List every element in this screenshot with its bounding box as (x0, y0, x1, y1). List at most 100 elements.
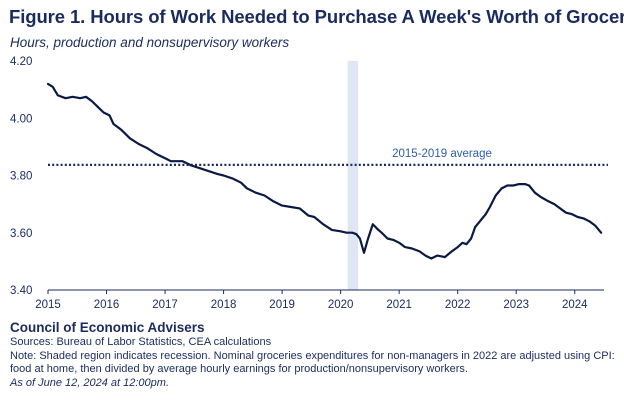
data-point (52, 86, 54, 88)
x-tick-label: 2016 (94, 299, 120, 311)
data-point (534, 192, 536, 194)
x-tick-label: 2020 (328, 299, 354, 311)
x-tick-label: 2023 (503, 299, 529, 311)
data-point (290, 206, 292, 208)
data-point (479, 220, 481, 222)
data-point (392, 239, 394, 241)
data-point (97, 106, 99, 108)
data-point (461, 242, 463, 244)
data-point (355, 233, 358, 235)
data-point (351, 232, 353, 234)
y-tick-label: 4.00 (10, 113, 32, 125)
data-point (322, 223, 324, 225)
x-tick-label: 2024 (562, 299, 588, 311)
data-point (376, 227, 378, 230)
data-point (594, 224, 596, 227)
data-point (112, 123, 115, 125)
data-point (299, 207, 301, 210)
data-point (398, 242, 400, 244)
data-point (359, 237, 361, 240)
data-point (411, 247, 413, 250)
data-point (103, 111, 105, 114)
data-point (240, 182, 242, 184)
data-point (217, 173, 219, 175)
methodology-note-line-2: food at home, then divided by average ho… (10, 363, 468, 375)
data-point (465, 243, 468, 245)
data-point (345, 232, 348, 234)
data-point (372, 223, 374, 225)
data-point (331, 229, 333, 231)
organization-name: Council of Economic Advisers (10, 320, 205, 335)
data-point (553, 203, 555, 205)
data-point (263, 194, 266, 197)
data-point (272, 200, 274, 202)
data-point (540, 196, 542, 198)
data-point (474, 226, 476, 228)
data-point (582, 217, 585, 220)
recession-band (347, 61, 359, 290)
data-point (528, 184, 530, 187)
data-point (500, 187, 503, 189)
sources-note: Sources: Bureau of Labor Statistics, CEA… (10, 336, 272, 348)
y-tick-label: 3.60 (10, 228, 32, 240)
data-point (108, 114, 111, 116)
data-point (79, 97, 81, 99)
chart-subtitle: Hours, production and nonsupervisory wor… (10, 35, 290, 50)
data-point (436, 255, 438, 257)
methodology-note-line-1: Note: Shaded region indicates recession.… (10, 349, 615, 362)
data-point (430, 257, 432, 260)
data-point (588, 220, 590, 222)
y-tick-label: 3.40 (10, 285, 32, 297)
data-point (386, 237, 389, 240)
data-point (559, 207, 561, 210)
data-point (222, 174, 225, 177)
data-point (424, 255, 427, 257)
data-point (313, 216, 315, 218)
data-point (85, 96, 87, 98)
data-point (404, 246, 406, 248)
data-point (565, 212, 567, 214)
data-point (340, 230, 342, 232)
as-of-timestamp: As of June 12, 2024 at 12:00pm. (10, 376, 170, 389)
data-point (57, 94, 59, 96)
x-tick-label: 2022 (445, 299, 471, 311)
data-point (506, 184, 509, 187)
data-point (246, 187, 248, 189)
data-point (524, 183, 526, 185)
data-point (518, 183, 520, 185)
x-tick-label: 2018 (211, 299, 237, 311)
series-line-hours (46, 82, 603, 260)
x-tick-label: 2015 (35, 299, 61, 311)
x-tick-label: 2017 (152, 299, 178, 311)
data-point (381, 232, 383, 234)
data-point (129, 137, 131, 139)
data-point (495, 194, 497, 197)
chart-title: Figure 1. Hours of Work Needed to Purcha… (9, 6, 624, 27)
data-point (547, 200, 550, 202)
data-point (190, 164, 192, 167)
data-point (120, 129, 122, 131)
data-point (255, 192, 257, 194)
data-point (577, 216, 579, 218)
data-point (367, 237, 369, 240)
data-point (155, 153, 157, 155)
data-point (470, 237, 472, 240)
y-tick-label: 4.20 (10, 56, 32, 68)
data-point (164, 157, 166, 159)
data-point (208, 170, 210, 172)
data-point (71, 96, 74, 98)
data-point (419, 250, 421, 252)
data-point (170, 160, 172, 162)
data-point (138, 143, 140, 145)
average-line-label: 2015-2019 average (392, 148, 492, 160)
data-point (457, 246, 459, 248)
data-point (363, 252, 365, 254)
data-point (64, 97, 67, 99)
data-point (444, 256, 446, 258)
data-point (182, 160, 184, 162)
data-point (47, 83, 49, 85)
chart-footer: Council of Economic Advisers Sources: Bu… (10, 320, 620, 390)
data-point (146, 147, 149, 149)
data-point (307, 214, 310, 217)
